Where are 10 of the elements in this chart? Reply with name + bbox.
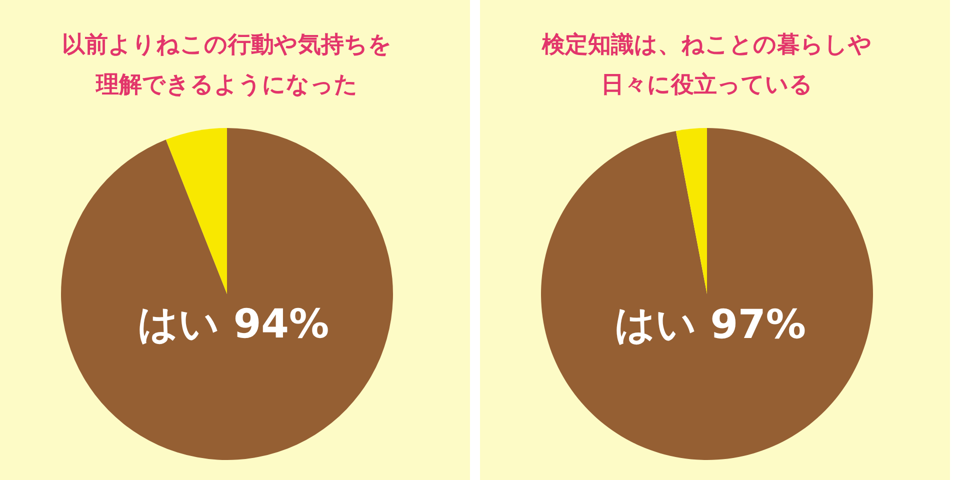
pie-slice: [541, 128, 873, 460]
slice-label: はい: [614, 302, 696, 348]
chart-title: 以前よりねこの行動や気持ちを理解できるようになった: [62, 32, 392, 98]
data-label: 97%: [710, 302, 806, 348]
pie-slice: [166, 128, 227, 294]
slice-label: はい: [137, 302, 220, 348]
chart-title: 検定知識は、ねことの暮らしや日々に役立っている: [541, 31, 872, 98]
pie-slice: [61, 128, 393, 460]
data-label: 94%: [233, 302, 330, 348]
pie-slice: [676, 128, 707, 294]
